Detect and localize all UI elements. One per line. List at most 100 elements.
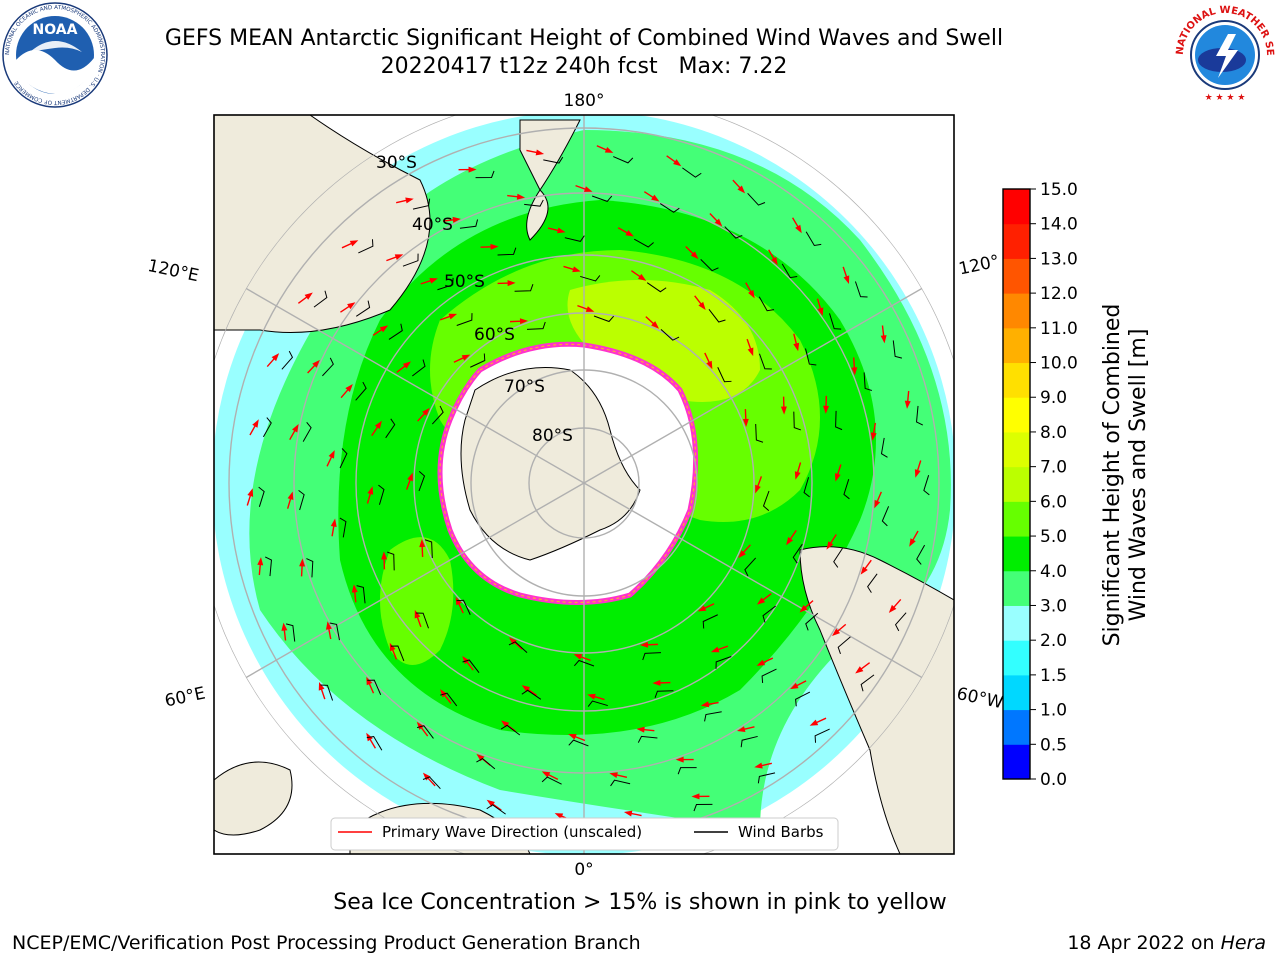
- wind-barb: [462, 659, 480, 673]
- colorbar-block: [1003, 431, 1030, 468]
- wind-barb: [708, 309, 726, 323]
- wind-barb: [386, 551, 395, 571]
- wave-arrow-head: [738, 550, 746, 559]
- wave-arrow-head: [706, 360, 713, 370]
- wind-barb: [916, 405, 924, 426]
- wind-barb: [568, 739, 589, 747]
- wind-barb: [833, 548, 843, 568]
- colorbar-block: [1003, 362, 1030, 398]
- wind-barb: [424, 539, 433, 558]
- noaa-logo: NOAA NATIONAL OCEANIC AND ATMOSPHERIC AD…: [2, 2, 108, 108]
- nws-star-icon: ★ ★ ★ ★: [1205, 93, 1246, 103]
- africa-land: [214, 761, 293, 836]
- wind-barb: [761, 668, 777, 684]
- wind-barb: [262, 417, 272, 438]
- wind-barb: [486, 804, 506, 815]
- wave-arrow-head: [697, 605, 707, 612]
- wave-arrow-head: [349, 240, 359, 247]
- wave-arrow-head: [379, 325, 389, 333]
- wave-arrow-head: [909, 538, 916, 547]
- colorbar-tick-label: 6.0: [1040, 492, 1067, 512]
- wave-arrow-head: [452, 216, 461, 223]
- wind-barb: [894, 612, 907, 632]
- polar-map: 30°S 40°S 50°S 60°S 70°S 80°S 180° 0° 12…: [213, 91, 955, 880]
- wave-arrow-head: [519, 318, 529, 325]
- wave-arrow-head: [351, 584, 358, 593]
- colorbar-frame: [1002, 188, 1031, 780]
- wave-arrow-head: [257, 557, 264, 566]
- wind-barb: [264, 556, 272, 577]
- wave-arrow-head: [252, 419, 259, 428]
- footer-credit: NCEP/EMC/Verification Post Processing Pr…: [12, 932, 641, 954]
- wave-arrow-head: [304, 292, 313, 300]
- wind-barb: [367, 679, 382, 695]
- wind-barb: [762, 605, 776, 623]
- wave-arrow-head: [790, 682, 799, 690]
- wind-barb: [329, 622, 340, 641]
- wave-arrow-head: [299, 558, 306, 567]
- wind-barb: [475, 170, 495, 179]
- colorbar-block: [1003, 258, 1030, 294]
- wind-barb: [456, 313, 473, 326]
- wave-arrow-head: [817, 307, 824, 316]
- lat-label-40s: 40°S: [412, 215, 453, 235]
- wave-arrow-head: [476, 753, 485, 762]
- wave-arrow-head: [771, 256, 778, 266]
- wave-arrow-head: [747, 347, 754, 357]
- wind-barb: [702, 614, 718, 629]
- wind-barb: [366, 735, 383, 751]
- wave-arrow-head: [860, 566, 868, 575]
- wave-arrow-head: [585, 306, 595, 312]
- wind-barb: [762, 490, 770, 512]
- wave-arrow-head: [557, 227, 566, 234]
- wave-arrow-head: [823, 405, 829, 414]
- wave-arrow-head: [794, 471, 801, 480]
- colorbar-tick-label: 15.0: [1040, 180, 1078, 200]
- wind-barb: [521, 689, 542, 700]
- wave-arrow-head: [448, 313, 458, 320]
- wave-arrow-head: [583, 186, 593, 192]
- wave-arrow-head: [486, 799, 495, 807]
- colorbar-block: [1003, 293, 1030, 329]
- wave-arrow-head: [414, 609, 421, 619]
- wind-barb: [803, 477, 810, 498]
- wind-barb: [717, 367, 732, 383]
- wind-barb: [573, 659, 595, 667]
- wave-arrow-head: [468, 166, 477, 173]
- wave-arrow-head: [573, 654, 583, 660]
- wave-arrow-head: [402, 361, 412, 369]
- vector-legend: Primary Wave Direction (unscaled) Wind B…: [330, 817, 839, 851]
- wave-arrow-head: [521, 685, 531, 693]
- meridian-label-180: 180°: [564, 91, 605, 111]
- wind-barb: [916, 544, 926, 565]
- colorbar-tick-label: 5.0: [1040, 527, 1067, 547]
- wave-arrow-head: [851, 367, 858, 376]
- wave-arrow-head: [888, 604, 897, 613]
- wind-barb: [757, 772, 776, 784]
- wind-barb: [610, 779, 631, 787]
- wind-barb: [781, 263, 798, 279]
- wind-barb: [805, 231, 822, 247]
- wind-barb: [835, 410, 843, 431]
- wind-barb: [677, 767, 697, 775]
- wind-barb: [682, 167, 702, 178]
- wave-arrow-head: [462, 655, 470, 665]
- wind-barb: [459, 219, 479, 229]
- wind-barb: [829, 313, 842, 330]
- wind-barb: [456, 599, 471, 615]
- wind-barb: [795, 691, 811, 707]
- wind-barb: [860, 674, 875, 692]
- wind-barb: [306, 558, 314, 578]
- new-zealand-south-land: [526, 189, 549, 241]
- wave-arrow-head: [490, 243, 499, 250]
- wind-barb: [715, 656, 732, 669]
- wave-arrow-head: [826, 541, 834, 550]
- wave-arrow-head: [832, 628, 841, 637]
- colorbar-block: [1003, 189, 1030, 225]
- wind-barb: [497, 247, 517, 256]
- wind-barb: [508, 641, 528, 654]
- wind-barb: [923, 475, 930, 496]
- colorbar: 0.0 0.5 1.0 1.5 2.0 3.0 4.0 5.0 6.0 7.0 8.0 9.0 10.0…: [1002, 180, 1078, 790]
- wind-barb: [355, 300, 371, 317]
- wave-arrow-head: [461, 354, 471, 361]
